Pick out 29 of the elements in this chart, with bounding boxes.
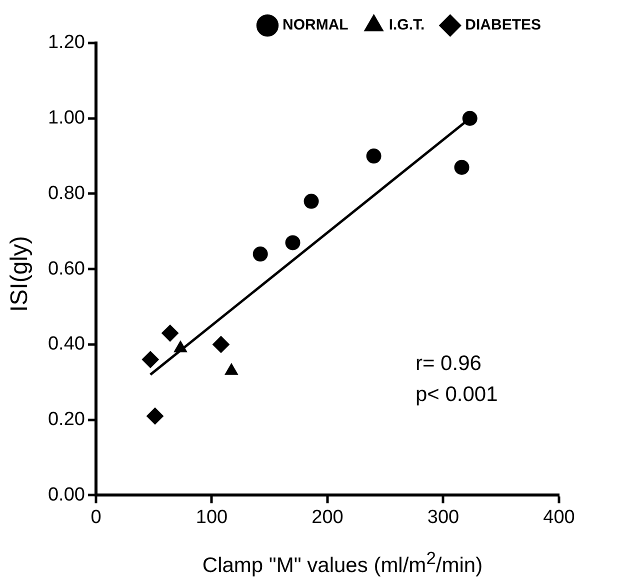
point — [162, 324, 179, 342]
x-tick-label: 100 — [196, 506, 228, 528]
point — [462, 110, 478, 126]
point — [366, 148, 382, 164]
point — [252, 246, 268, 262]
point — [142, 351, 159, 368]
annotation: p< 0.001 — [415, 382, 498, 406]
point — [146, 408, 164, 425]
x-tick-label: 0 — [90, 506, 102, 528]
legend-label: NORMAL — [282, 16, 348, 34]
point — [304, 194, 319, 209]
x-tick-label: 400 — [543, 506, 575, 528]
x-tick-label: 300 — [427, 506, 460, 528]
y-tick-label: 1.00 — [48, 108, 85, 129]
y-tick-label: 0.20 — [48, 409, 85, 430]
x-tick-label: 200 — [312, 506, 344, 528]
y-tick-label: 0.40 — [48, 334, 85, 355]
point — [285, 235, 300, 250]
legend-label: DIABETES — [465, 16, 541, 34]
y-tick-label: 0.80 — [48, 182, 85, 204]
y-tick-label: 1.20 — [48, 32, 85, 54]
annotation: r= 0.96 — [415, 352, 482, 375]
y-tick-label: 0.60 — [48, 258, 85, 280]
point — [212, 336, 230, 353]
point — [454, 160, 470, 175]
y-tick-label: 0.00 — [48, 484, 85, 506]
x-axis-title: Clamp "M" values (ml/m$^{2}$/min) — [201, 548, 484, 578]
y-axis-title: ISI(gly) — [6, 235, 34, 314]
legend-label: I.G.T. — [388, 16, 425, 34]
